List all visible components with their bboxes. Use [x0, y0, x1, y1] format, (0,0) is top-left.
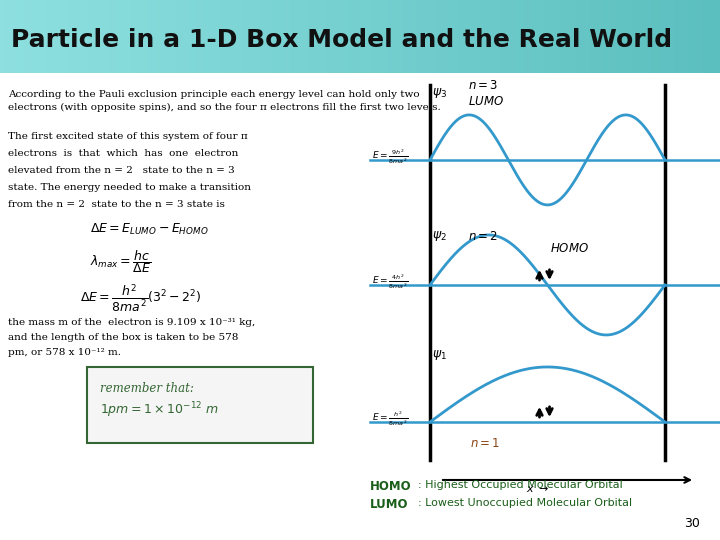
Text: electrons  is  that  which  has  one  electron: electrons is that which has one electron: [8, 149, 238, 158]
Text: $\Delta E = E_{LUMO} - E_{HOMO}$: $\Delta E = E_{LUMO} - E_{HOMO}$: [90, 222, 209, 237]
Text: LUMO: LUMO: [370, 498, 408, 511]
Text: $n = 3$: $n = 3$: [468, 79, 498, 92]
Text: The first excited state of this system of four π: The first excited state of this system o…: [8, 132, 248, 141]
Text: the mass m of the  electron is 9.109 x 10⁻³¹ kg,: the mass m of the electron is 9.109 x 10…: [8, 318, 256, 327]
Text: $\psi_2$: $\psi_2$: [432, 229, 447, 243]
Text: $\Delta E = \dfrac{h^2}{8ma^2}(3^2 - 2^2)$: $\Delta E = \dfrac{h^2}{8ma^2}(3^2 - 2^2…: [80, 282, 202, 314]
Text: : Lowest Unoccupied Molecular Orbital: : Lowest Unoccupied Molecular Orbital: [418, 498, 632, 508]
Text: Particle in a 1-D Box Model and the Real World: Particle in a 1-D Box Model and the Real…: [11, 28, 672, 52]
Text: $E = \frac{h^2}{8ma^2}$: $E = \frac{h^2}{8ma^2}$: [372, 410, 408, 428]
Text: state. The energy needed to make a transition: state. The energy needed to make a trans…: [8, 183, 251, 192]
Text: elevated from the n = 2   state to the n = 3: elevated from the n = 2 state to the n =…: [8, 166, 235, 175]
Text: According to the Pauli exclusion principle each energy level can hold only two
e: According to the Pauli exclusion princip…: [8, 90, 441, 112]
Text: remember that:: remember that:: [100, 382, 194, 395]
Text: $\psi_3$: $\psi_3$: [432, 86, 447, 100]
FancyBboxPatch shape: [87, 367, 313, 443]
Text: : Highest Occupied Molecular Orbital: : Highest Occupied Molecular Orbital: [418, 480, 623, 490]
Text: $LUMO$: $LUMO$: [468, 95, 504, 108]
Text: $x\ \rightarrow$: $x\ \rightarrow$: [526, 484, 549, 494]
Text: $1pm = 1 \times 10^{-12}\ m$: $1pm = 1 \times 10^{-12}\ m$: [100, 400, 219, 420]
Text: $\lambda_{max} = \dfrac{hc}{\Delta E}$: $\lambda_{max} = \dfrac{hc}{\Delta E}$: [90, 248, 151, 275]
Text: $E = \frac{4h^2}{8ma^2}$: $E = \frac{4h^2}{8ma^2}$: [372, 273, 408, 291]
Text: $n = 1$: $n = 1$: [470, 437, 500, 450]
Text: $HOMO$: $HOMO$: [550, 242, 589, 255]
Text: $n = 2$: $n = 2$: [468, 230, 498, 243]
Text: pm, or 578 x 10⁻¹² m.: pm, or 578 x 10⁻¹² m.: [8, 348, 121, 357]
Text: and the length of the box is taken to be 578: and the length of the box is taken to be…: [8, 333, 238, 342]
Text: HOMO: HOMO: [370, 480, 412, 493]
Text: from the n = 2  state to the n = 3 state is: from the n = 2 state to the n = 3 state …: [8, 200, 225, 209]
Text: $E = \frac{9h^2}{8ma^2}$: $E = \frac{9h^2}{8ma^2}$: [372, 147, 408, 166]
Text: $\psi_1$: $\psi_1$: [432, 348, 447, 362]
Text: 30: 30: [684, 517, 700, 530]
